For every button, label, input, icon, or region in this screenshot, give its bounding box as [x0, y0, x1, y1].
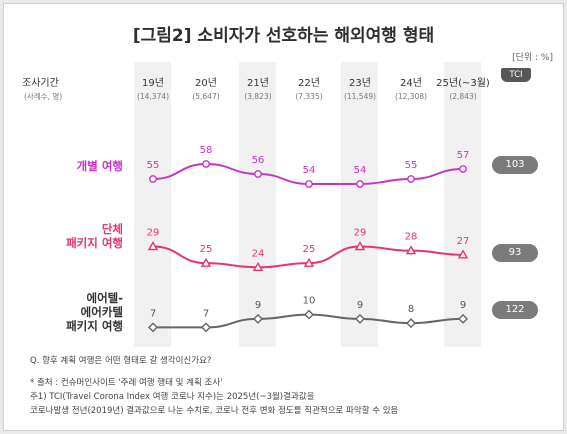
data-point: [406, 318, 416, 329]
series-label: 에어텔- 에어카텔 패키지 여행: [66, 291, 123, 333]
data-label: 57: [457, 150, 470, 161]
data-point: [458, 313, 468, 324]
sample-row-label: (사례수, 명): [24, 92, 63, 101]
tci-value: 103: [492, 156, 538, 174]
data-point: [252, 261, 264, 272]
data-point: [149, 175, 157, 183]
note-1: 주1) TCI(Travel Corona Index 여행 코로나 지수)는 …: [30, 392, 315, 402]
data-label: 9: [460, 300, 466, 311]
data-label: 54: [303, 165, 316, 176]
data-point: [147, 241, 159, 251]
data-point: [200, 257, 212, 267]
data-label: 29: [354, 228, 367, 239]
note-2: 코로나발생 전년(2019년) 결과값으로 나눈 수치로, 코로나 전후 변화 …: [30, 406, 399, 416]
sample-size-label: (12,308): [394, 92, 428, 101]
data-point: [356, 180, 364, 188]
sample-size-label: (11,549): [343, 92, 377, 101]
column-shade: [134, 62, 171, 347]
unit-label: [단위 : %]: [512, 53, 553, 63]
category-label: 25년(~3월): [436, 78, 490, 89]
category-label: 20년: [195, 78, 217, 89]
data-point: [253, 313, 263, 324]
data-label: 29: [147, 228, 160, 239]
column-shade: [239, 62, 276, 347]
data-point: [459, 165, 467, 173]
category-label: 22년: [298, 78, 320, 89]
data-label: 58: [200, 145, 213, 156]
series-label-line: 패키지 여행: [66, 319, 123, 333]
data-point: [254, 170, 262, 178]
series-label-line: 단체: [101, 222, 123, 236]
data-label: 54: [354, 165, 367, 176]
data-label: 10: [303, 296, 316, 307]
data-label: 55: [405, 160, 418, 171]
sample-size-label: (2,843): [449, 92, 477, 101]
category-label: 24년: [400, 78, 422, 89]
data-point: [148, 322, 158, 333]
series-label-line: 패키지 여행: [66, 236, 123, 250]
period-row-label: 조사기간: [22, 78, 59, 89]
column-shade: [444, 62, 481, 347]
data-label: 9: [255, 300, 261, 311]
note-question: Q. 향후 계획 여행은 어떤 형태로 갈 생각이신가요?: [30, 356, 212, 366]
note-source: * 출처 : 컨슈머인사이트 '주례 여행 행태 및 계획 조사': [30, 378, 223, 388]
sample-size-label: (7,335): [295, 92, 323, 101]
data-label: 27: [457, 236, 470, 247]
data-label: 25: [200, 244, 213, 255]
data-point: [407, 175, 415, 183]
sample-size-label: (14,374): [136, 92, 170, 101]
data-point: [304, 309, 314, 320]
data-label: 55: [147, 160, 160, 171]
data-point: [355, 313, 365, 324]
data-point: [202, 160, 210, 168]
category-label: 19년: [142, 78, 164, 89]
data-label: 9: [357, 300, 363, 311]
tci-value: 93: [492, 244, 538, 262]
series-label: 단체 패키지 여행: [66, 222, 123, 250]
tci-value: 122: [492, 301, 538, 319]
category-label: 21년: [247, 78, 269, 89]
data-label: 7: [203, 308, 209, 319]
series-label: 개별 여행: [77, 159, 123, 173]
data-point: [457, 249, 469, 259]
data-point: [405, 245, 417, 255]
tci-tag: TCI: [501, 68, 531, 82]
data-point: [201, 322, 211, 333]
series-label-line: 에어텔-: [86, 291, 123, 305]
data-label: 8: [408, 304, 414, 315]
sample-size-label: (3,823): [244, 92, 272, 101]
category-label: 23년: [349, 78, 371, 89]
data-point: [303, 257, 315, 267]
column-shade: [341, 62, 378, 347]
data-label: 56: [252, 155, 265, 166]
line-plot: 55 58 56 54 54 55 57 29 25 24 25 29 28 27 7 7 9 10 9 8 9: [147, 145, 470, 333]
data-label: 28: [405, 232, 418, 243]
series-label-line: 에어카텔: [80, 305, 123, 319]
sample-size-label: (5,647): [192, 92, 220, 101]
chart-title: [그림2] 소비자가 선호하는 해외여행 형태: [132, 26, 435, 46]
series-label-line: 개별 여행: [76, 159, 123, 173]
data-label: 25: [303, 244, 316, 255]
data-point: [354, 241, 366, 251]
data-point: [305, 180, 313, 188]
data-label: 24: [252, 248, 265, 259]
data-label: 7: [150, 308, 156, 319]
chart-card: [그림2] 소비자가 선호하는 해외여행 형태 [단위 : %] 조사기간 (사…: [3, 3, 564, 431]
